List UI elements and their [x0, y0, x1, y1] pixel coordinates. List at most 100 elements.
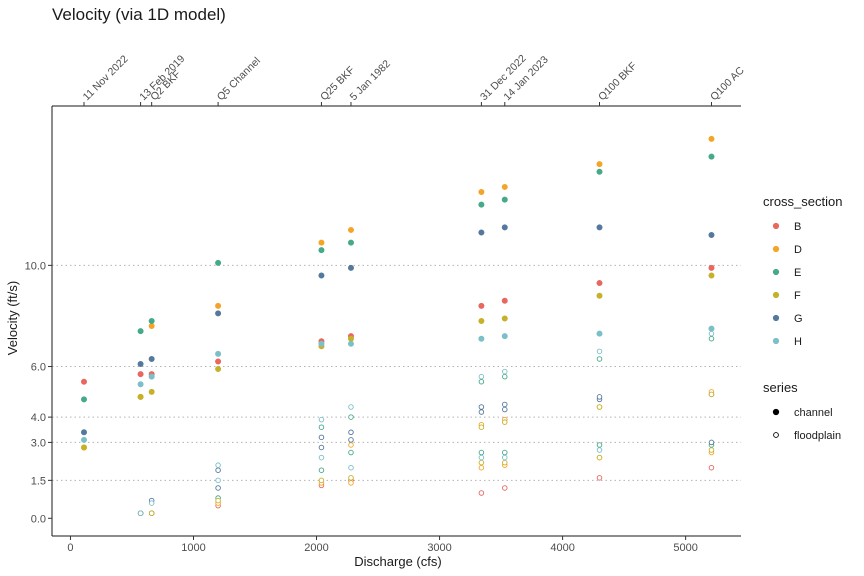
- legend-key-G: [772, 314, 780, 322]
- y-tick-label-3: 4.0: [31, 412, 46, 424]
- point-E-floodplain-extra-19: [596, 356, 603, 362]
- point-H-channel-9: [708, 325, 715, 332]
- point-D-channel-7: [501, 183, 508, 190]
- point-H-channel-4: [318, 340, 325, 347]
- point-G-channel-1: [137, 360, 144, 367]
- y-tick-label-2: 3.0: [31, 437, 46, 449]
- point-H-channel-0: [80, 436, 87, 443]
- point-H-floodplain-2: [215, 462, 221, 468]
- legend-key-E: [772, 268, 780, 276]
- point-F-channel-5: [347, 335, 354, 342]
- point-F-floodplain-4: [348, 475, 354, 481]
- point-F-channel-6: [478, 317, 485, 324]
- legend-key-floodplain: [773, 432, 779, 438]
- point-F-channel-7: [501, 315, 508, 322]
- point-E-floodplain-extra-9: [478, 378, 485, 385]
- legend-title-series: series: [763, 380, 798, 395]
- point-B-channel-7: [501, 297, 508, 304]
- point-F-channel-2: [148, 388, 155, 395]
- point-H-channel-5: [347, 340, 354, 347]
- legend-key-H: [772, 337, 780, 345]
- point-F-channel-1: [137, 393, 144, 400]
- legend-label-channel: channel: [794, 407, 833, 419]
- point-B-channel-0: [80, 378, 87, 385]
- point-G-floodplain-extra-3: [318, 444, 325, 451]
- point-B-channel-8: [596, 280, 603, 287]
- point-G-floodplain-extra-6: [348, 437, 354, 443]
- top-tick-label-3: Q5 Channel: [215, 55, 263, 103]
- point-D-channel-4: [318, 239, 325, 246]
- top-tick-label-8: Q100 BKF: [596, 60, 639, 103]
- point-E-channel-9: [708, 153, 715, 160]
- legend-key-F: [772, 291, 780, 299]
- top-tick-label-0: 11 Nov 2022: [81, 53, 131, 103]
- point-D-floodplain-extra-8: [348, 442, 354, 448]
- x-tick-label-4: 4000: [550, 542, 574, 554]
- y-tick-label-5: 10.0: [25, 260, 46, 272]
- point-F-floodplain-3: [318, 477, 325, 484]
- point-H-floodplain-6: [502, 368, 508, 375]
- point-F-floodplain-extra-17: [502, 419, 508, 425]
- point-F-floodplain-6: [502, 459, 508, 466]
- point-F-floodplain-extra-26: [708, 391, 715, 398]
- point-H-floodplain-1: [148, 500, 155, 506]
- legend-key-D: [772, 245, 780, 253]
- legend-label-floodplain: floodplain: [794, 430, 841, 442]
- point-D-channel-5: [347, 226, 354, 233]
- point-G-floodplain-extra-20: [596, 394, 603, 400]
- point-B-channel-1: [137, 371, 144, 378]
- point-H-channel-6: [478, 335, 485, 342]
- legend-label-E: E: [794, 267, 801, 279]
- legend-key-B: [772, 222, 780, 230]
- point-F-channel-3: [215, 366, 222, 373]
- point-G-floodplain-extra-15: [502, 401, 508, 408]
- point-E-floodplain-4: [348, 449, 354, 456]
- point-H-channel-1: [137, 381, 144, 388]
- point-F-channel-8: [596, 292, 603, 299]
- point-F-channel-0: [80, 444, 87, 451]
- legend-label-F: F: [794, 290, 801, 302]
- point-G-floodplain-extra-0: [215, 485, 221, 491]
- point-E-floodplain-extra-24: [708, 335, 715, 342]
- point-H-channel-2: [148, 373, 155, 380]
- y-tick-label-1: 1.5: [31, 475, 46, 487]
- point-F-channel-9: [708, 272, 715, 279]
- point-G-channel-2: [148, 355, 155, 362]
- top-tick-label-5: 5 Jan 1982: [348, 58, 393, 103]
- point-E-floodplain-5: [478, 449, 485, 456]
- legend-label-H: H: [794, 336, 802, 348]
- point-G-channel-7: [501, 224, 508, 231]
- point-G-channel-4: [318, 272, 325, 279]
- y-tick-label-4: 6.0: [31, 362, 46, 374]
- point-F-floodplain-8: [708, 447, 715, 453]
- point-G-channel-0: [80, 429, 87, 436]
- point-H-floodplain-extra-18: [502, 454, 508, 461]
- point-D-channel-3: [215, 302, 222, 309]
- point-H-floodplain-extra-4: [318, 454, 325, 461]
- x-tick-label-2: 2000: [304, 542, 328, 554]
- x-tick-label-0: 0: [67, 542, 73, 554]
- point-F-floodplain-1: [148, 510, 155, 516]
- point-D-channel-9: [708, 135, 715, 142]
- x-tick-label-1: 1000: [181, 542, 205, 554]
- point-E-channel-6: [478, 201, 485, 208]
- x-tick-label-5: 5000: [673, 542, 697, 554]
- legend-label-B: B: [794, 221, 801, 233]
- point-H-floodplain-4: [348, 404, 354, 410]
- y-tick-label-0: 0.0: [31, 513, 46, 525]
- point-E-channel-0: [80, 396, 87, 403]
- point-E-channel-1: [137, 328, 144, 335]
- point-D-floodplain-5: [478, 464, 485, 471]
- point-H-channel-7: [501, 333, 508, 340]
- point-G-channel-6: [478, 229, 485, 236]
- x-tick-label-3: 3000: [427, 542, 451, 554]
- legend-key-channel: [772, 408, 780, 416]
- point-D-channel-2: [148, 323, 155, 330]
- point-F-floodplain-2: [215, 497, 221, 504]
- point-H-floodplain-5: [478, 373, 485, 380]
- y-axis-title: Velocity (ft/s): [5, 281, 20, 355]
- point-G-floodplain-5: [478, 409, 485, 415]
- point-G-floodplain-3: [318, 434, 325, 441]
